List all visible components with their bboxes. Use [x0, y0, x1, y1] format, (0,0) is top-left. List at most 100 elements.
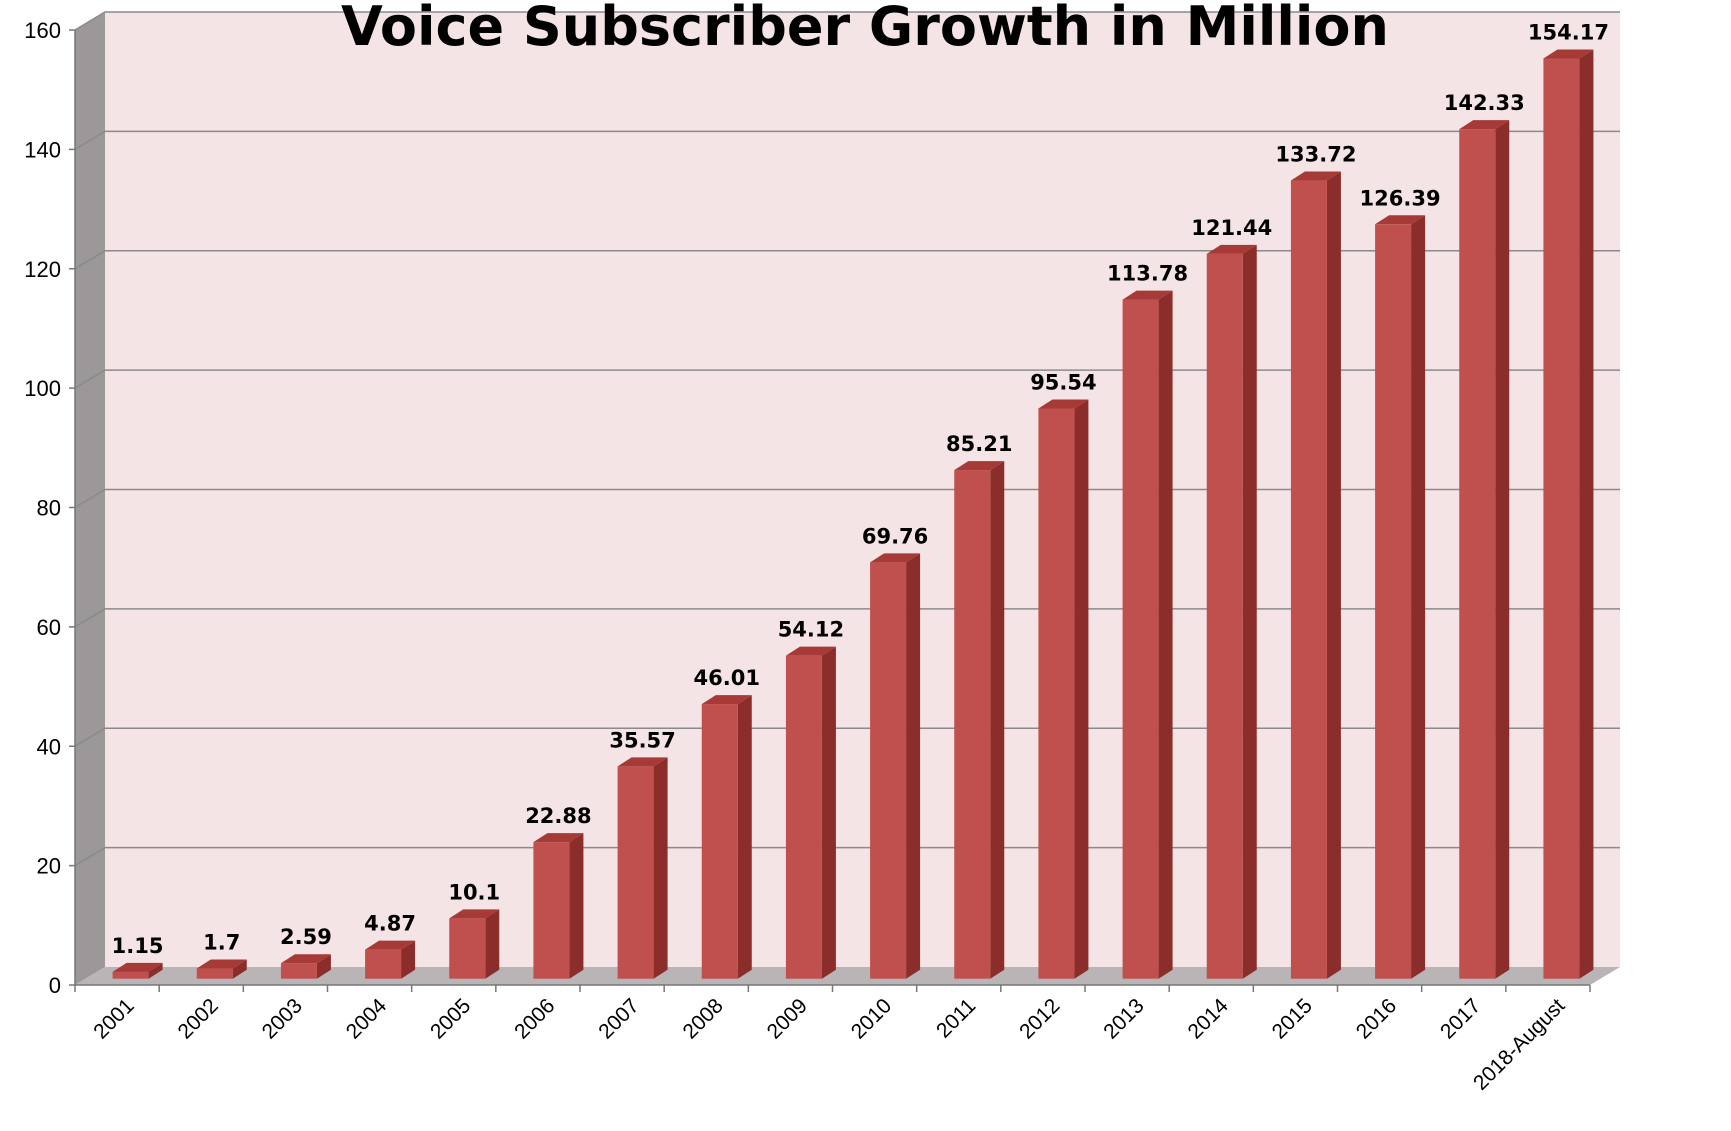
bar: [1459, 120, 1510, 979]
data-label: 46.01: [694, 666, 760, 690]
data-label: 154.17: [1528, 20, 1609, 44]
bar-side: [569, 833, 584, 979]
bar-side: [1074, 399, 1089, 979]
bar-front: [196, 968, 233, 979]
bar: [449, 909, 500, 979]
bar-top: [280, 954, 331, 964]
gridline: [74, 488, 1620, 509]
bar-front: [533, 842, 570, 979]
y-tick-label: 20: [37, 854, 61, 879]
data-label: 95.54: [1030, 370, 1096, 394]
gridline: [74, 11, 1620, 31]
bar-side: [737, 695, 752, 979]
gridline: [74, 130, 1620, 151]
bar-side: [1579, 49, 1594, 979]
bar-side: [990, 461, 1005, 979]
x-axis: 2001 2002 2003 2004 2005 2006 2007 2008 2009 2010…: [74, 984, 1591, 1095]
data-label: 1.15: [112, 934, 164, 958]
bar: [701, 695, 752, 979]
x-tick-label: 2016: [1352, 994, 1401, 1043]
bar: [533, 833, 584, 979]
bar: [870, 553, 921, 979]
bar: [365, 940, 416, 979]
bar: [196, 959, 247, 979]
x-tick-label: 2008: [678, 994, 727, 1043]
bar-front: [1375, 224, 1412, 979]
y-tick-label: 40: [37, 734, 61, 759]
gridline: [74, 727, 1620, 747]
data-label: 22.88: [525, 804, 591, 828]
bar-front: [1543, 58, 1580, 979]
bar-side: [148, 962, 163, 979]
data-label: 1.7: [203, 931, 240, 955]
bar-side: [1326, 171, 1341, 979]
bar-top: [196, 959, 247, 969]
bar-side: [485, 909, 500, 979]
bar-side: [232, 959, 247, 979]
chart-title: Voice Subscriber Growth in Million: [341, 0, 1389, 58]
gridline: [74, 608, 1620, 628]
bar-top: [112, 962, 163, 972]
bar-front: [785, 655, 822, 979]
y-tick-label: 80: [37, 496, 61, 521]
bar-side: [401, 940, 416, 979]
gridline: [74, 249, 1620, 270]
bar-front: [870, 562, 907, 979]
x-tick-label: 2004: [342, 994, 392, 1044]
bar: [1038, 399, 1089, 979]
bar: [785, 646, 836, 979]
bar: [617, 757, 668, 979]
bar-front: [280, 963, 317, 979]
x-tick-label: 2012: [1015, 994, 1064, 1043]
bar-front: [1459, 129, 1496, 979]
y-tick-label: 160: [24, 18, 61, 43]
bar-top: [533, 833, 584, 843]
bar-side: [821, 646, 836, 979]
x-tick-label: 2006: [510, 994, 559, 1043]
bar-front: [1206, 253, 1243, 979]
gridlines: [74, 11, 1620, 867]
bar-front: [365, 949, 402, 979]
x-tick-label: 2005: [426, 994, 475, 1043]
bar-front: [449, 918, 486, 979]
bar: [1206, 244, 1257, 979]
y-tick-label: 60: [37, 615, 61, 640]
bar: [1375, 215, 1426, 979]
data-label: 113.78: [1107, 262, 1188, 286]
bar-top: [449, 909, 500, 919]
y-tick-label: 0: [49, 973, 61, 998]
bar-top: [365, 940, 416, 950]
x-tick-label: 2001: [89, 994, 138, 1043]
bar-side: [1158, 290, 1173, 979]
x-tick-label: 2013: [1099, 994, 1148, 1043]
data-label: 121.44: [1191, 216, 1272, 240]
bar-front: [701, 704, 738, 979]
data-label: 54.12: [778, 618, 844, 642]
bar: [1122, 290, 1173, 979]
x-tick-label: 2011: [932, 994, 980, 1042]
data-label: 10.1: [448, 880, 500, 904]
x-tick-label: 2002: [173, 994, 222, 1043]
bar-top: [1290, 171, 1341, 181]
bar-front: [1038, 408, 1075, 979]
y-tick-label: 120: [24, 257, 61, 282]
y-tick-label: 100: [24, 376, 61, 401]
x-tick-label: 2007: [594, 994, 643, 1043]
data-label: 142.33: [1444, 91, 1525, 115]
bar: [954, 461, 1005, 979]
bar: [112, 962, 163, 979]
data-label: 85.21: [946, 432, 1012, 456]
bar: [1543, 49, 1594, 979]
bar-side: [1242, 244, 1257, 979]
bar-top: [1206, 244, 1257, 254]
gridline: [74, 369, 1620, 389]
bar-side: [1411, 215, 1426, 979]
bar: [280, 954, 331, 979]
bar-side: [1495, 120, 1510, 979]
bar-top: [1543, 49, 1594, 59]
data-label: 4.87: [364, 912, 416, 936]
bar-front: [1122, 299, 1159, 979]
x-tick-label: 2017: [1436, 994, 1485, 1043]
